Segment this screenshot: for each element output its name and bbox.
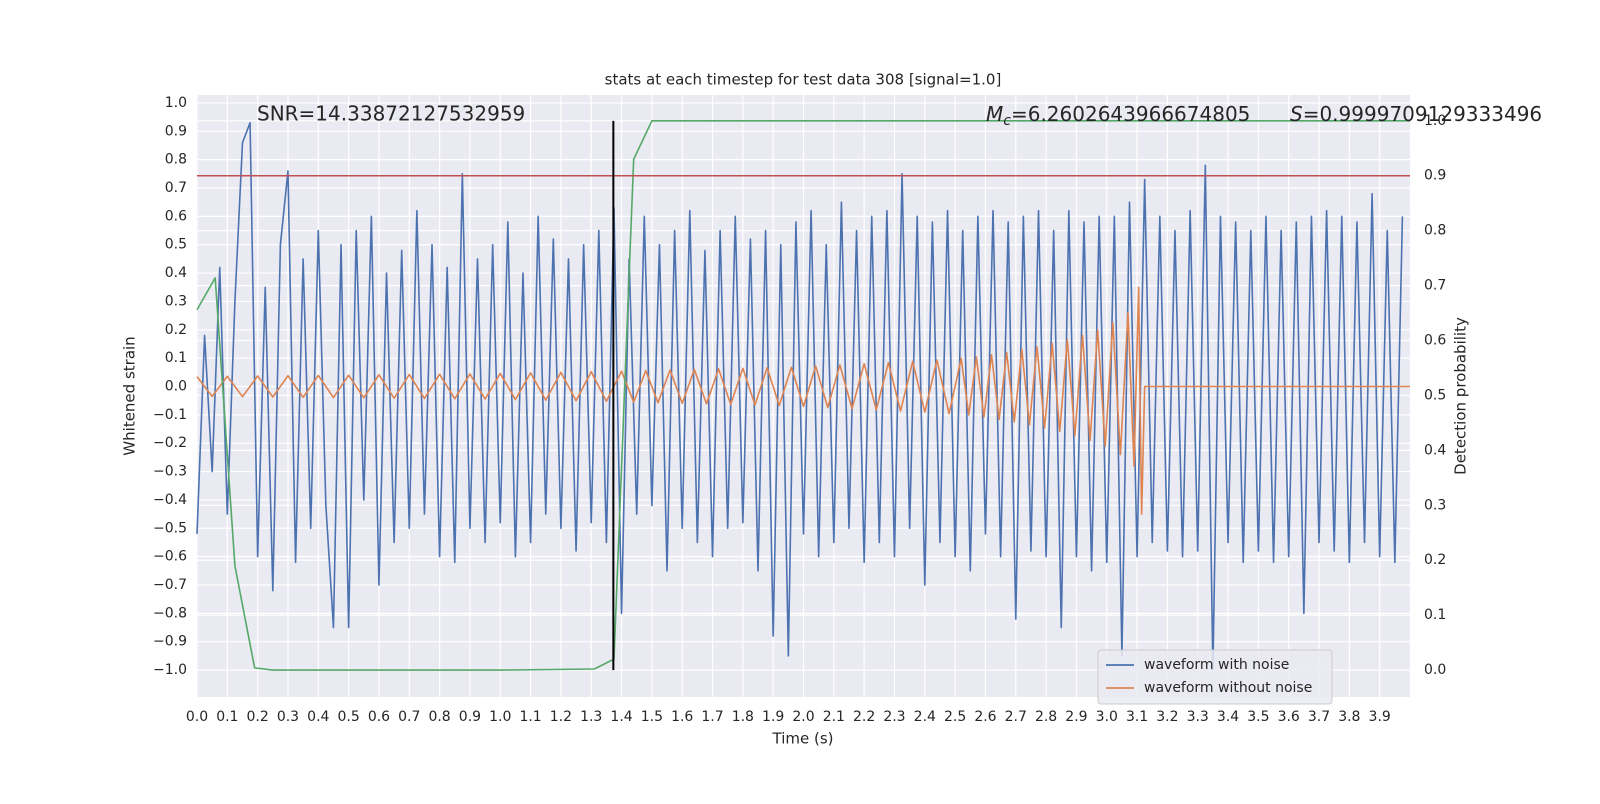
- x-tick-label: 3.9: [1369, 709, 1391, 725]
- x-tick-label: 3.8: [1338, 709, 1360, 725]
- y-tick-label: −0.1: [153, 407, 187, 423]
- x-tick-label: 3.6: [1278, 709, 1300, 725]
- y-tick-label: −0.6: [153, 549, 187, 565]
- legend-label: waveform with noise: [1144, 657, 1289, 673]
- y-tick-label: −0.4: [153, 492, 187, 508]
- x-tick-label: 2.3: [883, 709, 905, 725]
- y2-tick-label: 0.8: [1424, 223, 1446, 239]
- x-tick-label: 1.6: [671, 709, 693, 725]
- x-tick-label: 0.5: [337, 709, 359, 725]
- x-tick-label: 1.0: [489, 709, 511, 725]
- y-tick-label: −0.2: [153, 435, 187, 451]
- y-tick-label: −0.8: [153, 605, 187, 621]
- x-tick-label: 0.6: [368, 709, 390, 725]
- y-tick-label: −0.5: [153, 520, 187, 536]
- series-line: [196, 121, 1404, 671]
- y2-tick-label: 0.6: [1424, 333, 1446, 349]
- legend-box: [1097, 649, 1333, 705]
- x-tick-label: 0.0: [186, 709, 208, 725]
- mc-annotation: Mc=6.2602643966674805: [986, 102, 1250, 130]
- x-tick-label: 3.4: [1217, 709, 1239, 725]
- y2-tick-label: 0.0: [1424, 662, 1446, 678]
- chart-title: stats at each timestep for test data 308…: [605, 71, 1002, 89]
- x-tick-label: 0.3: [277, 709, 299, 725]
- y2-tick-label: 0.7: [1424, 278, 1446, 294]
- y2-tick-label: 0.1: [1424, 607, 1446, 623]
- mc-symbol: M: [986, 102, 1003, 126]
- y-tick-label: 0.9: [165, 123, 187, 139]
- y-tick-label: 0.6: [165, 208, 187, 224]
- x-tick-label: 2.9: [1065, 709, 1087, 725]
- x-tick-label: 0.8: [428, 709, 450, 725]
- y-tick-label: −0.9: [153, 634, 187, 650]
- x-tick-label: 3.1: [1126, 709, 1148, 725]
- series-line: [196, 120, 1410, 671]
- series-line: [196, 286, 1410, 515]
- x-tick-label: 2.4: [914, 709, 936, 725]
- x-tick-label: 3.2: [1156, 709, 1178, 725]
- x-tick-label: 2.1: [823, 709, 845, 725]
- y-tick-label: 0.7: [165, 180, 187, 196]
- y-tick-label: 0.3: [165, 293, 187, 309]
- x-tick-label: 1.7: [701, 709, 723, 725]
- x-tick-label: 3.7: [1308, 709, 1330, 725]
- y2-axis-label: Detection probability: [1452, 317, 1470, 475]
- y2-tick-label: 0.5: [1424, 387, 1446, 403]
- y-tick-label: −0.7: [153, 577, 187, 593]
- snr-annotation: SNR=14.33872127532959: [257, 102, 525, 126]
- x-tick-label: 0.1: [216, 709, 238, 725]
- legend: waveform with noise waveform without nois…: [1097, 649, 1333, 705]
- x-tick-label: 3.0: [1096, 709, 1118, 725]
- legend-label: waveform without noise: [1144, 680, 1312, 696]
- y-tick-label: 1.0: [165, 95, 187, 111]
- y-tick-label: 0.5: [165, 237, 187, 253]
- x-tick-label: 2.0: [792, 709, 814, 725]
- s-symbol: S: [1290, 102, 1303, 126]
- x-axis-label: Time (s): [772, 730, 834, 748]
- x-tick-label: 3.3: [1187, 709, 1209, 725]
- x-tick-label: 0.4: [307, 709, 329, 725]
- x-tick-label: 1.1: [519, 709, 541, 725]
- s-value: =0.9999709129333496: [1303, 102, 1542, 126]
- y-tick-label: 0.0: [165, 379, 187, 395]
- x-tick-label: 1.4: [610, 709, 632, 725]
- y-tick-label: −1.0: [153, 662, 187, 678]
- s-annotation: S=0.9999709129333496: [1290, 102, 1542, 126]
- x-tick-label: 1.5: [641, 709, 663, 725]
- x-tick-label: 0.9: [459, 709, 481, 725]
- y2-tick-label: 0.2: [1424, 552, 1446, 568]
- y-tick-label: 0.8: [165, 152, 187, 168]
- x-tick-label: 1.2: [550, 709, 572, 725]
- y-tick-label: 0.2: [165, 322, 187, 338]
- x-tick-label: 0.7: [398, 709, 420, 725]
- y2-tick-label: 0.9: [1424, 168, 1446, 184]
- x-tick-label: 1.8: [732, 709, 754, 725]
- x-tick-label: 2.5: [944, 709, 966, 725]
- y2-tick-label: 1.0: [1424, 113, 1446, 129]
- x-tick-label: 2.2: [853, 709, 875, 725]
- y-tick-label: −0.3: [153, 464, 187, 480]
- y-tick-label: 0.1: [165, 350, 187, 366]
- mc-value: =6.2602643966674805: [1011, 102, 1250, 126]
- x-tick-label: 2.8: [1035, 709, 1057, 725]
- y2-tick-label: 0.4: [1424, 442, 1446, 458]
- mc-subscript: c: [1003, 113, 1011, 129]
- x-tick-label: 2.7: [1005, 709, 1027, 725]
- x-tick-label: 1.3: [580, 709, 602, 725]
- x-tick-label: 3.5: [1247, 709, 1269, 725]
- x-tick-label: 0.2: [247, 709, 269, 725]
- y-tick-label: 0.4: [165, 265, 187, 281]
- y-axis-label: Whitened strain: [121, 336, 139, 455]
- x-tick-label: 2.6: [974, 709, 996, 725]
- y2-tick-label: 0.3: [1424, 497, 1446, 513]
- x-tick-label: 1.9: [762, 709, 784, 725]
- grid: [196, 95, 1410, 697]
